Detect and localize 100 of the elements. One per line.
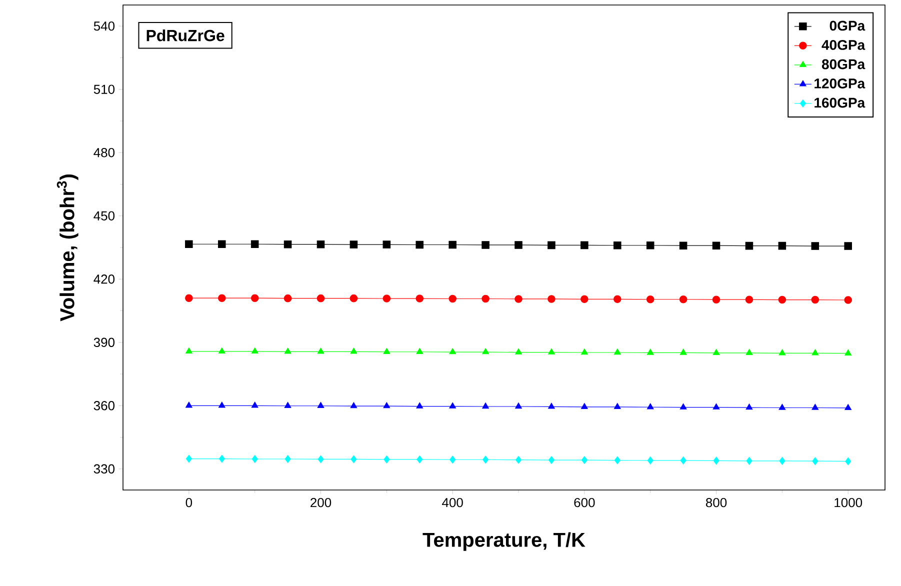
point xyxy=(646,295,654,304)
point xyxy=(778,296,786,304)
point xyxy=(614,348,621,355)
point xyxy=(745,242,754,250)
point xyxy=(186,348,192,354)
point xyxy=(448,240,456,249)
point xyxy=(581,456,588,464)
point xyxy=(680,348,687,355)
point xyxy=(712,296,720,304)
y-tick-label: 510 xyxy=(94,84,115,94)
point xyxy=(548,456,554,464)
point xyxy=(350,294,358,302)
point xyxy=(251,402,258,408)
point xyxy=(580,241,588,250)
point xyxy=(745,296,754,304)
point xyxy=(580,295,588,304)
point xyxy=(449,348,456,354)
x-tick-label: 200 xyxy=(310,498,332,508)
point xyxy=(647,456,654,464)
point xyxy=(350,240,358,248)
point xyxy=(284,348,292,354)
legend-label: 40GPa xyxy=(822,40,866,50)
point xyxy=(416,240,424,249)
point xyxy=(516,456,522,464)
point xyxy=(614,403,621,410)
point xyxy=(581,403,588,410)
y-axis-title: Volume, (bohr$^{3}$) xyxy=(56,174,78,322)
point xyxy=(316,240,325,248)
point xyxy=(218,294,226,302)
point xyxy=(383,348,390,354)
legend-label: 80GPa xyxy=(822,59,866,70)
point xyxy=(515,348,522,354)
annotation: PdRuZrGe xyxy=(146,29,224,42)
point xyxy=(218,402,226,408)
point xyxy=(679,295,688,304)
point xyxy=(613,242,622,250)
point xyxy=(416,348,424,354)
point xyxy=(548,295,556,303)
point xyxy=(350,402,358,408)
x-tick-label: 800 xyxy=(706,498,727,508)
point xyxy=(449,402,456,408)
y-tick-label: 330 xyxy=(94,464,115,474)
point xyxy=(746,349,753,356)
y-tick-label: 420 xyxy=(94,274,115,284)
point xyxy=(382,240,391,248)
point xyxy=(646,403,654,410)
point xyxy=(779,457,786,465)
point xyxy=(515,402,522,409)
point xyxy=(448,294,456,303)
point xyxy=(218,348,226,354)
x-axis-title: Temperature, T/K xyxy=(422,532,586,551)
point xyxy=(712,242,720,250)
point xyxy=(416,402,424,408)
point xyxy=(284,455,291,463)
point xyxy=(778,404,786,410)
point xyxy=(350,455,357,464)
legend-label: 160GPa xyxy=(814,98,866,108)
point xyxy=(712,349,720,356)
y-tick-label: 360 xyxy=(94,401,115,410)
point xyxy=(812,457,818,465)
point xyxy=(383,402,390,408)
point xyxy=(284,294,292,302)
point xyxy=(514,241,522,249)
point xyxy=(614,456,620,464)
point xyxy=(844,296,852,304)
point xyxy=(581,348,588,355)
point xyxy=(680,403,687,410)
point xyxy=(384,456,390,464)
point xyxy=(548,241,556,250)
point xyxy=(812,349,819,356)
point xyxy=(482,402,489,409)
point xyxy=(416,294,424,302)
point xyxy=(746,457,752,465)
point xyxy=(746,404,753,410)
point xyxy=(646,348,654,355)
point xyxy=(811,242,820,250)
point xyxy=(778,349,786,356)
point xyxy=(250,240,259,248)
x-tick-label: 0 xyxy=(186,498,192,508)
point xyxy=(284,240,292,248)
point xyxy=(284,402,292,408)
point xyxy=(450,456,456,464)
point xyxy=(416,456,423,464)
point xyxy=(844,242,852,250)
y-tick-label: 390 xyxy=(94,338,115,347)
x-tick-label: 600 xyxy=(574,498,595,508)
point xyxy=(185,240,193,248)
x-tick-label: 400 xyxy=(442,498,463,508)
point xyxy=(844,349,852,356)
point xyxy=(844,404,852,410)
legend-label: 120GPa xyxy=(814,78,866,88)
point xyxy=(252,455,258,463)
point xyxy=(482,456,489,464)
point xyxy=(186,402,192,408)
point xyxy=(350,348,358,354)
point xyxy=(679,242,688,250)
point xyxy=(811,296,820,304)
point xyxy=(514,295,522,303)
point xyxy=(482,294,490,303)
point xyxy=(382,294,391,302)
